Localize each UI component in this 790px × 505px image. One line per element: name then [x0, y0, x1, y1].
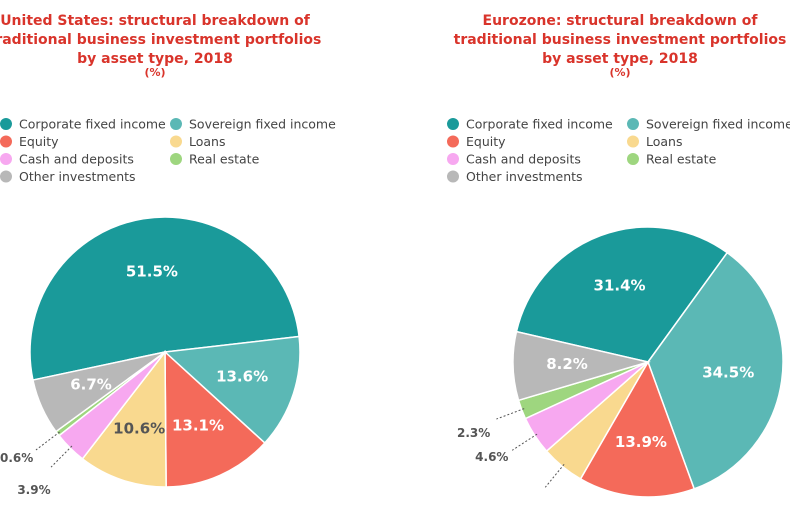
- data-label: 6.7%: [70, 376, 112, 394]
- chart-subtitle: (%): [144, 66, 166, 79]
- chart-title: Eurozone: structural breakdown of tradit…: [453, 13, 787, 67]
- legend-label: Loans: [646, 134, 683, 149]
- pie-slice: [29, 216, 300, 381]
- legend-label: Equity: [466, 134, 506, 149]
- legend-label: Other investments: [466, 169, 583, 184]
- legend-label: Cash and deposits: [466, 152, 581, 167]
- legend-marker: [0, 170, 12, 183]
- leader-line: [50, 445, 73, 468]
- legend-label: Equity: [19, 134, 59, 149]
- legend-label: Other investments: [19, 169, 136, 184]
- pie-slice: [163, 335, 301, 445]
- data-label: 0.6%: [0, 451, 33, 465]
- legend-marker: [627, 135, 639, 148]
- pie-slice: [164, 350, 266, 488]
- data-label: 34.5%: [702, 364, 754, 382]
- data-label: 8.2%: [546, 355, 588, 373]
- legend-label: Cash and deposits: [19, 152, 134, 167]
- legend-label: Sovereign fixed income: [646, 117, 790, 132]
- leader-line: [496, 408, 525, 420]
- data-label: 10.6%: [113, 419, 165, 437]
- data-label: 13.9%: [615, 433, 667, 451]
- legend-marker: [170, 118, 182, 130]
- pie-slice: [81, 349, 167, 488]
- legend-marker: [447, 170, 459, 183]
- legend-marker: [170, 153, 182, 165]
- legend-label: Real estate: [189, 152, 260, 167]
- legend-label: Corporate fixed income: [466, 117, 613, 132]
- leader-line: [35, 431, 60, 451]
- pie-slice: [32, 351, 166, 433]
- leader-line: [511, 433, 538, 451]
- legend-marker: [627, 118, 639, 130]
- legend-marker: [447, 153, 459, 165]
- legend-label: Corporate fixed income: [19, 117, 166, 132]
- pie-slice: [515, 226, 729, 363]
- data-label: 2.3%: [457, 426, 490, 440]
- data-label: 13.1%: [172, 416, 224, 434]
- pie-slice: [579, 360, 696, 498]
- pie-slice: [512, 330, 651, 402]
- legend-label: Sovereign fixed income: [189, 117, 336, 132]
- legend-marker: [447, 118, 459, 130]
- legend-label: Real estate: [646, 152, 717, 167]
- legend-marker: [0, 153, 12, 165]
- chart-subtitle: (%): [609, 66, 631, 79]
- data-label: 4.6%: [475, 450, 508, 464]
- leader-line: [544, 463, 565, 488]
- data-label: 13.6%: [216, 367, 268, 385]
- data-label: 31.4%: [594, 277, 646, 295]
- legend-marker: [447, 135, 459, 148]
- chart-title: United States: structural breakdown of t…: [0, 13, 322, 67]
- legend-marker: [627, 153, 639, 165]
- legend-label: Loans: [189, 134, 226, 149]
- data-label: 51.5%: [126, 263, 178, 281]
- data-label: 3.9%: [17, 483, 50, 497]
- legend-marker: [170, 135, 182, 148]
- pie-slice: [647, 251, 784, 490]
- legend-marker: [0, 118, 12, 130]
- legend-marker: [0, 135, 12, 148]
